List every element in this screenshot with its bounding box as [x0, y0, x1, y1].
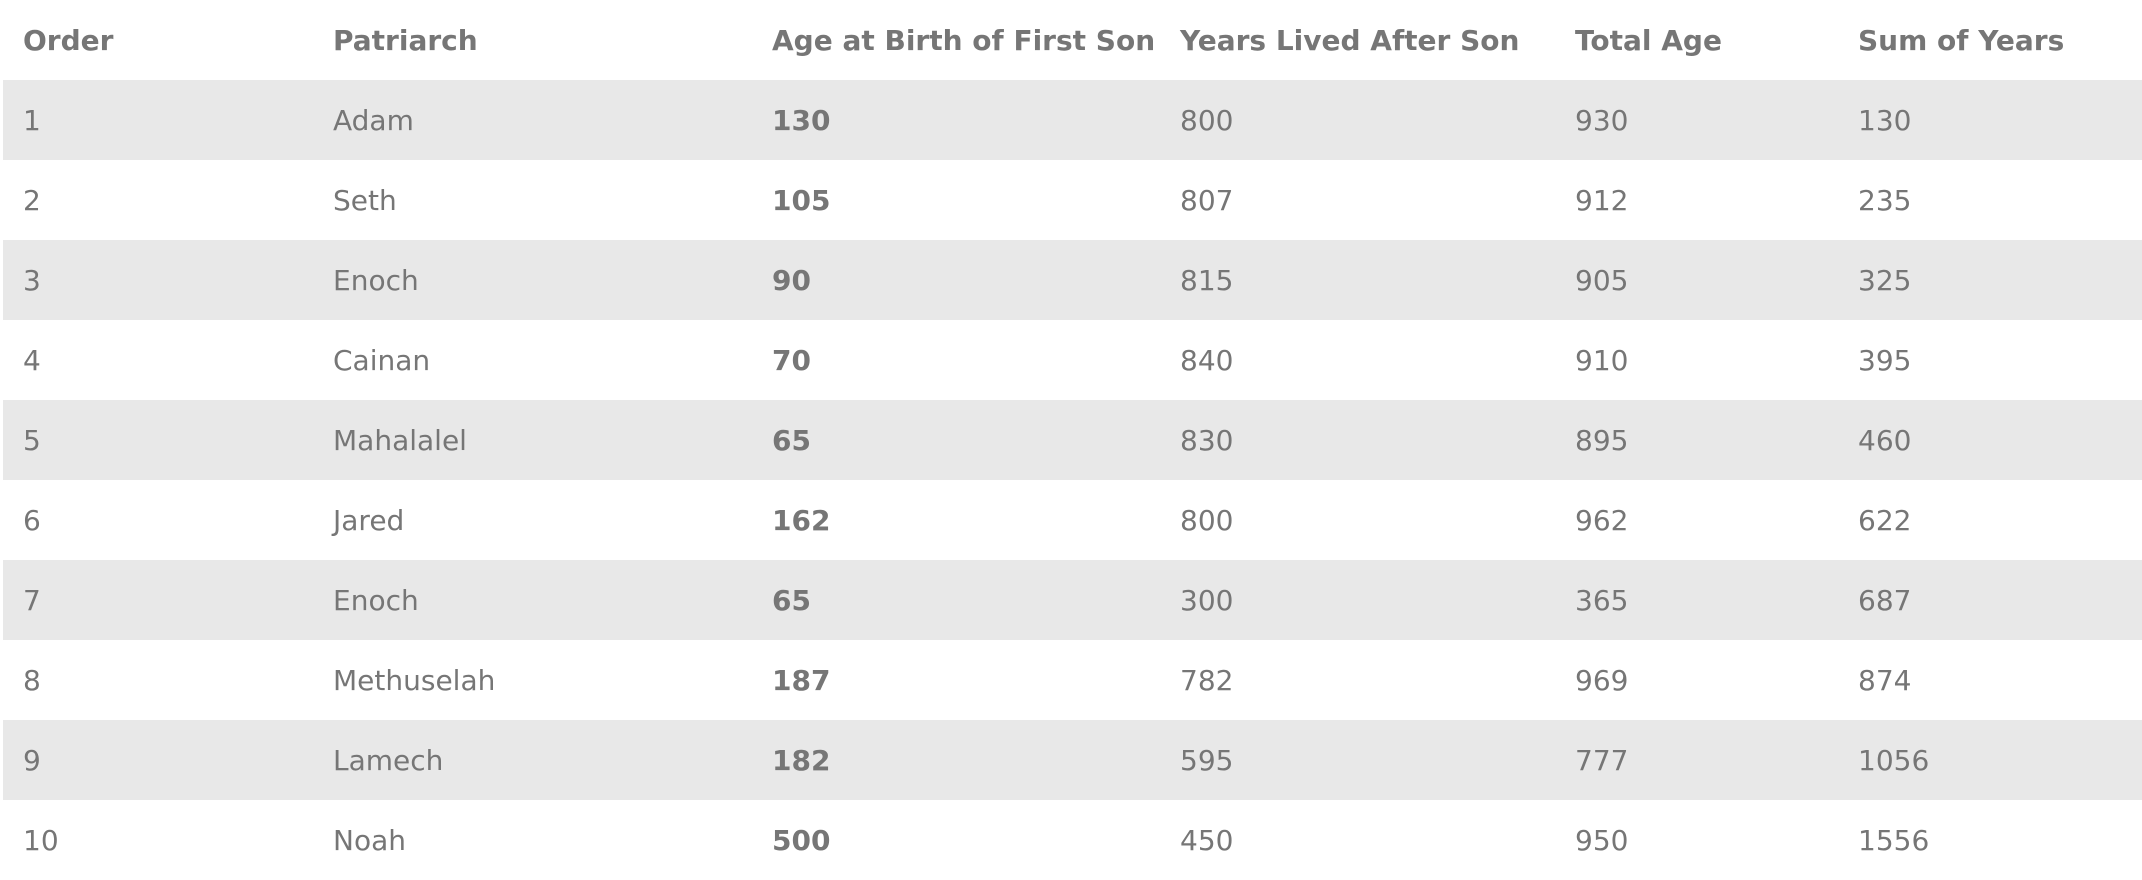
cell-sum-of-years: 874 — [1858, 663, 1912, 697]
cell-total-age: 777 — [1575, 743, 1629, 777]
cell-sum-of-years: 622 — [1858, 503, 1912, 537]
cell-years-after: 807 — [1180, 183, 1234, 217]
header-row: Order Patriarch Age at Birth of First So… — [3, 0, 2142, 80]
cell-patriarch: Jared — [333, 503, 405, 537]
cell-age-at-birth: 90 — [772, 263, 811, 297]
cell-age-at-birth: 130 — [772, 103, 831, 137]
cell-years-after: 595 — [1180, 743, 1234, 777]
header-order: Order — [23, 23, 114, 57]
cell-patriarch: Mahalalel — [333, 423, 467, 457]
table-row: 7 Enoch 65 300 365 687 — [3, 560, 2142, 640]
cell-years-after: 830 — [1180, 423, 1234, 457]
cell-order: 7 — [23, 583, 41, 617]
header-total-age: Total Age — [1575, 23, 1722, 57]
cell-patriarch: Seth — [333, 183, 397, 217]
table-row: 8 Methuselah 187 782 969 874 — [3, 640, 2142, 720]
table-row: 2 Seth 105 807 912 235 — [3, 160, 2142, 240]
cell-years-after: 782 — [1180, 663, 1234, 697]
cell-age-at-birth: 187 — [772, 663, 831, 697]
cell-years-after: 300 — [1180, 583, 1234, 617]
cell-years-after: 815 — [1180, 263, 1234, 297]
patriarchs-table-container: Order Patriarch Age at Birth of First So… — [3, 0, 2142, 880]
cell-years-after: 800 — [1180, 103, 1234, 137]
cell-age-at-birth: 105 — [772, 183, 831, 217]
table-row: 10 Noah 500 450 950 1556 — [3, 800, 2142, 880]
cell-order: 5 — [23, 423, 41, 457]
cell-age-at-birth: 162 — [772, 503, 831, 537]
header-age-at-birth: Age at Birth of First Son — [772, 23, 1156, 57]
cell-sum-of-years: 235 — [1858, 183, 1912, 217]
cell-total-age: 895 — [1575, 423, 1629, 457]
header-patriarch: Patriarch — [333, 23, 478, 57]
cell-patriarch: Noah — [333, 823, 406, 857]
table-row: 1 Adam 130 800 930 130 — [3, 80, 2142, 160]
cell-total-age: 969 — [1575, 663, 1629, 697]
table-row: 6 Jared 162 800 962 622 — [3, 480, 2142, 560]
patriarchs-table: Order Patriarch Age at Birth of First So… — [3, 0, 2142, 880]
cell-patriarch: Cainan — [333, 343, 431, 377]
cell-patriarch: Lamech — [333, 743, 444, 777]
cell-total-age: 910 — [1575, 343, 1629, 377]
cell-patriarch: Adam — [333, 103, 414, 137]
table-row: 5 Mahalalel 65 830 895 460 — [3, 400, 2142, 480]
cell-total-age: 905 — [1575, 263, 1629, 297]
header-years-after: Years Lived After Son — [1180, 23, 1520, 57]
cell-order: 2 — [23, 183, 41, 217]
cell-years-after: 450 — [1180, 823, 1234, 857]
cell-sum-of-years: 460 — [1858, 423, 1912, 457]
cell-total-age: 912 — [1575, 183, 1629, 217]
table-row: 9 Lamech 182 595 777 1056 — [3, 720, 2142, 800]
cell-patriarch: Enoch — [333, 583, 419, 617]
cell-age-at-birth: 65 — [772, 423, 811, 457]
cell-total-age: 950 — [1575, 823, 1629, 857]
cell-sum-of-years: 687 — [1858, 583, 1912, 617]
cell-years-after: 800 — [1180, 503, 1234, 537]
cell-sum-of-years: 395 — [1858, 343, 1912, 377]
cell-years-after: 840 — [1180, 343, 1234, 377]
cell-order: 1 — [23, 103, 41, 137]
cell-sum-of-years: 325 — [1858, 263, 1912, 297]
table-body: 1 Adam 130 800 930 130 2 Seth 105 807 91… — [3, 80, 2142, 880]
cell-sum-of-years: 130 — [1858, 103, 1912, 137]
cell-order: 10 — [23, 823, 59, 857]
cell-patriarch: Enoch — [333, 263, 419, 297]
cell-order: 6 — [23, 503, 41, 537]
cell-age-at-birth: 182 — [772, 743, 831, 777]
header-sum-of-years: Sum of Years — [1858, 23, 2065, 57]
table-row: 3 Enoch 90 815 905 325 — [3, 240, 2142, 320]
cell-sum-of-years: 1556 — [1858, 823, 1930, 857]
cell-total-age: 930 — [1575, 103, 1629, 137]
cell-total-age: 962 — [1575, 503, 1629, 537]
cell-age-at-birth: 65 — [772, 583, 811, 617]
cell-age-at-birth: 70 — [772, 343, 811, 377]
cell-age-at-birth: 500 — [772, 823, 831, 857]
cell-order: 8 — [23, 663, 41, 697]
cell-order: 4 — [23, 343, 41, 377]
cell-sum-of-years: 1056 — [1858, 743, 1930, 777]
table-row: 4 Cainan 70 840 910 395 — [3, 320, 2142, 400]
cell-total-age: 365 — [1575, 583, 1629, 617]
cell-patriarch: Methuselah — [333, 663, 496, 697]
cell-order: 9 — [23, 743, 41, 777]
cell-order: 3 — [23, 263, 41, 297]
table-header: Order Patriarch Age at Birth of First So… — [3, 0, 2142, 80]
